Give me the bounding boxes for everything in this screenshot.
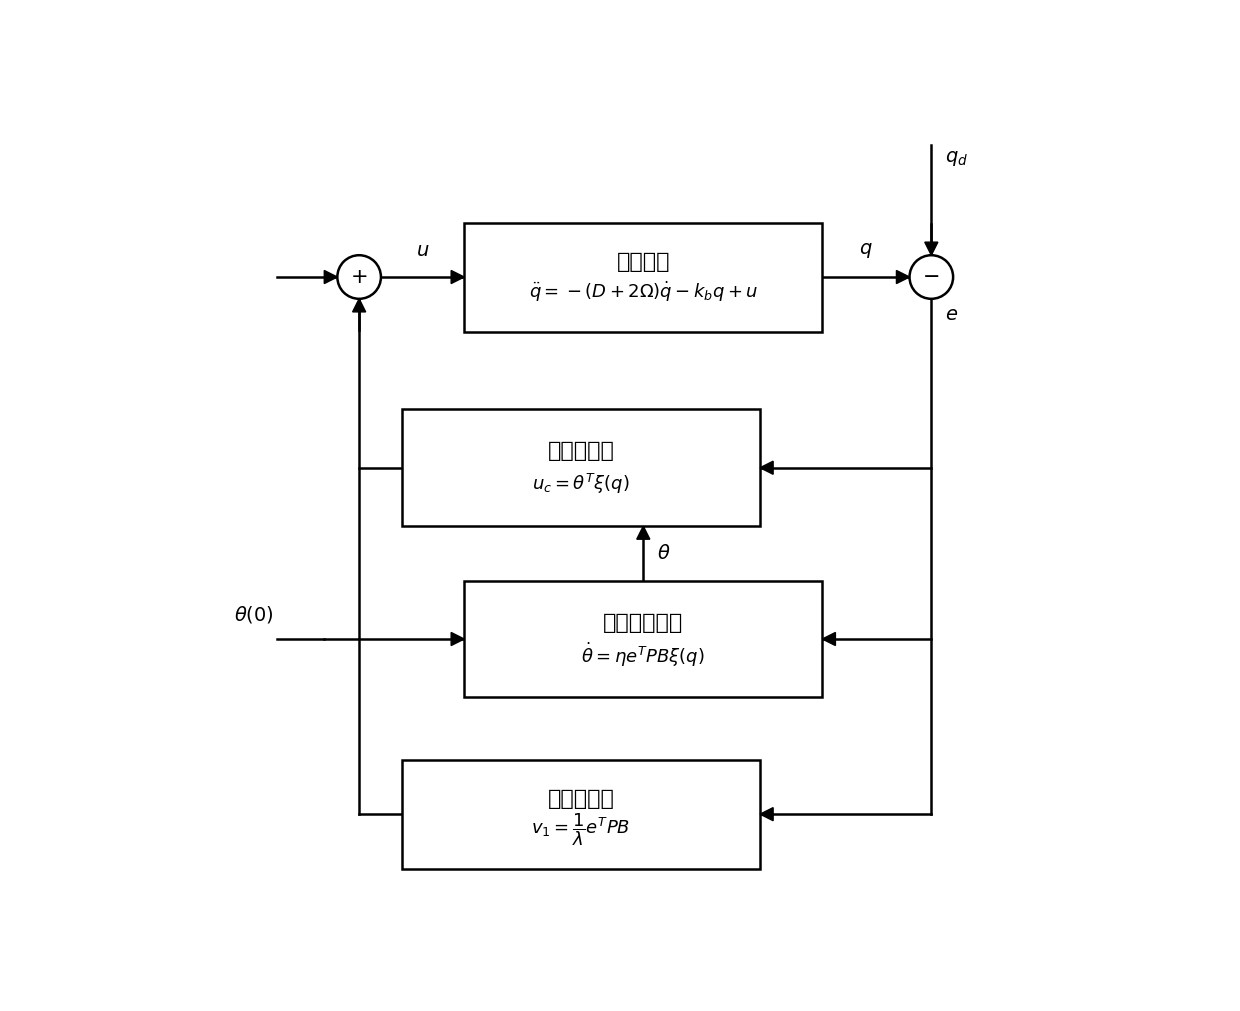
Text: −: −	[923, 267, 940, 287]
Polygon shape	[352, 299, 366, 311]
Text: 自适应控制律: 自适应控制律	[603, 613, 683, 633]
Text: $q_d$: $q_d$	[945, 149, 968, 168]
Text: 鲁棒控制项: 鲁棒控制项	[548, 789, 615, 809]
Polygon shape	[637, 526, 650, 539]
Polygon shape	[325, 271, 337, 283]
Bar	[464, 222, 822, 332]
Bar	[402, 409, 760, 526]
Text: +: +	[351, 267, 368, 287]
Polygon shape	[451, 633, 464, 646]
Text: $\theta(0)$: $\theta(0)$	[233, 604, 274, 625]
Polygon shape	[897, 271, 909, 283]
Text: $u$: $u$	[415, 241, 429, 260]
Polygon shape	[925, 243, 937, 255]
Bar	[464, 580, 822, 698]
Polygon shape	[760, 461, 773, 474]
Text: $\theta$: $\theta$	[657, 544, 671, 563]
Text: $\dot{\theta}=\eta e^T PB\xi(q)$: $\dot{\theta}=\eta e^T PB\xi(q)$	[582, 641, 706, 669]
Text: $q$: $q$	[859, 241, 873, 260]
Text: $v_1=\dfrac{1}{\lambda}e^T PB$: $v_1=\dfrac{1}{\lambda}e^T PB$	[532, 811, 631, 848]
Text: $e$: $e$	[945, 305, 959, 325]
Circle shape	[909, 255, 954, 299]
Polygon shape	[760, 808, 773, 821]
Polygon shape	[822, 633, 836, 646]
Text: 基本控制器: 基本控制器	[548, 442, 615, 461]
Text: $u_c=\theta^T\xi(q)$: $u_c=\theta^T\xi(q)$	[532, 472, 630, 496]
Text: 微陀螺仪: 微陀螺仪	[616, 252, 670, 272]
Circle shape	[337, 255, 381, 299]
Text: $\ddot{q}=-(D+2\Omega)\dot{q}-k_b q+u$: $\ddot{q}=-(D+2\Omega)\dot{q}-k_b q+u$	[528, 280, 758, 304]
Polygon shape	[451, 271, 464, 283]
Bar	[402, 759, 760, 868]
